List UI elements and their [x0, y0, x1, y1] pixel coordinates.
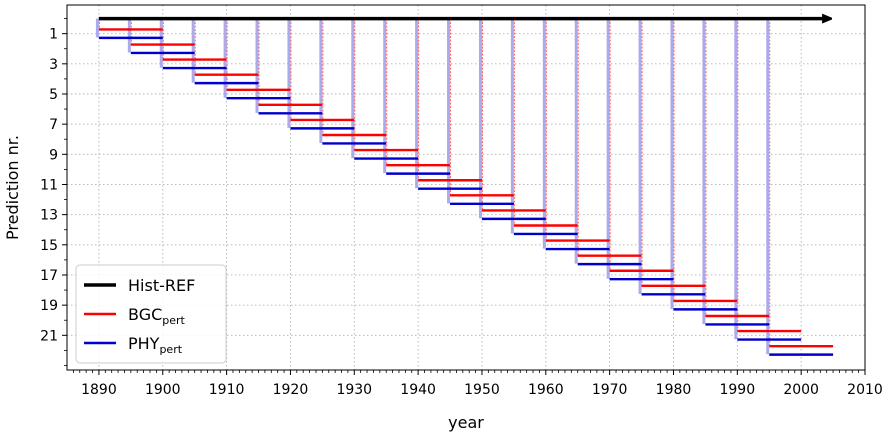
x-tick-label: 1960: [528, 382, 564, 398]
x-tick-label: 1920: [273, 382, 309, 398]
x-axis-title: year: [448, 413, 484, 432]
x-tick-label: 1910: [209, 382, 245, 398]
y-tick-label: 1: [49, 27, 58, 43]
legend: Hist-REF BGCpert PHYpert: [75, 264, 227, 364]
x-tick-label: 1900: [145, 382, 181, 398]
y-tick-label: 11: [40, 177, 58, 193]
legend-label-bgc: BGCpert: [128, 305, 186, 327]
y-tick-label: 9: [49, 147, 58, 163]
y-tick-label: 21: [40, 328, 58, 344]
legend-label-phy: PHYpert: [128, 334, 183, 356]
x-tick-label: 1970: [592, 382, 628, 398]
x-tick-label: 1930: [336, 382, 372, 398]
y-tick-label: 19: [40, 298, 58, 314]
y-axis-title: Prediction nr.: [3, 135, 22, 240]
y-tick-label: 7: [49, 117, 58, 133]
x-tick-label: 1940: [400, 382, 436, 398]
x-tick-label: 2010: [847, 382, 883, 398]
legend-label-hist: Hist-REF: [128, 276, 195, 295]
plot-frame: [66, 4, 866, 371]
x-tick-label: 2000: [783, 382, 819, 398]
x-tick-label: 1890: [81, 382, 117, 398]
x-tick-label: 1980: [656, 382, 692, 398]
y-tick-label: 3: [49, 57, 58, 73]
x-tick-label: 1950: [464, 382, 500, 398]
y-tick-label: 15: [40, 238, 58, 254]
y-tick-label: 13: [40, 208, 58, 224]
y-tick-label: 5: [49, 87, 58, 103]
y-tick-label: 17: [40, 268, 58, 284]
x-tick-label: 1990: [719, 382, 755, 398]
prediction-bars: [98, 28, 834, 356]
legend-box: [75, 264, 227, 364]
axes: 1890 1900 1910 1920 1930 1940 1950 1960 1970 1980…: [40, 18, 883, 398]
